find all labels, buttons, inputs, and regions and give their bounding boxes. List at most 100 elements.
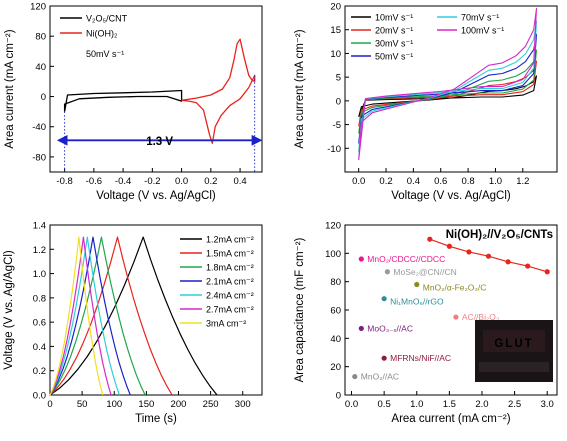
data-point	[485, 253, 492, 259]
series-line-0	[49, 236, 218, 396]
y-tick-label: 10	[330, 49, 341, 60]
y-tick-label: 5	[336, 73, 341, 84]
x-tick-label: 0	[47, 399, 52, 410]
data-point	[505, 259, 511, 265]
y-tick-label: -10	[327, 144, 341, 155]
inset-text: GLUT	[494, 338, 533, 350]
series-line-1	[181, 38, 256, 144]
series-line-0	[63, 89, 183, 112]
y-tick-label: -40	[32, 122, 46, 133]
y-axis-label: Voltage (V vs. Ag/AgCl)	[3, 250, 15, 370]
comparison-point-4	[453, 314, 459, 320]
x-tick-label: 0.5	[378, 399, 391, 410]
data-point	[525, 263, 531, 269]
plot-frame	[49, 224, 263, 396]
comparison-label-6: MFRNs/NiF//AC	[390, 353, 451, 363]
series-line-2	[49, 236, 146, 396]
data-point	[466, 249, 472, 255]
legend-label-4: 70mV s⁻¹	[461, 13, 499, 23]
legend-label-4: 2.4mA cm⁻²	[206, 291, 254, 301]
legend-label-0: 1.2mA cm⁻²	[206, 235, 254, 245]
y-tick-label: -5	[333, 120, 341, 131]
x-axis-label: Voltage (V vs. Ag/AgCl)	[96, 190, 216, 202]
window-label: 1.3 V	[146, 136, 173, 148]
x-tick-label: 0.0	[175, 176, 188, 187]
y-tick-label: 0.8	[33, 293, 46, 304]
legend-label-3: 2.1mA cm⁻²	[206, 277, 254, 287]
x-tick-label: 250	[203, 399, 219, 410]
y-tick-label: 0.2	[33, 366, 46, 377]
series-line-1	[49, 236, 173, 396]
y-tick-label: 0	[336, 391, 341, 402]
x-tick-label: 2.5	[508, 399, 521, 410]
y-tick-label: 20	[330, 362, 341, 373]
plot-frame	[49, 5, 263, 173]
series-line-6	[49, 236, 104, 396]
comparison-point-7	[352, 373, 358, 380]
x-tick-label: 1.0	[489, 176, 502, 187]
x-tick-label: 0.4	[407, 176, 420, 187]
y-tick-label: -80	[32, 152, 46, 163]
x-tick-label: 0.8	[461, 176, 474, 187]
y-axis-label: Area current (mA cm⁻²)	[4, 29, 16, 148]
comparison-point-1	[384, 269, 390, 275]
series-line-5	[49, 236, 112, 396]
x-tick-label: -0.2	[144, 176, 160, 187]
data-point	[544, 269, 550, 275]
y-tick-label: 120	[30, 2, 46, 13]
x-tick-label: 1.2	[516, 176, 529, 187]
x-tick-label: 100	[106, 399, 122, 410]
y-tick-label: 40	[330, 334, 341, 345]
comparison-label-4: AC//Bi₂O₃	[462, 312, 499, 322]
comparison-point-2	[414, 281, 420, 288]
data-point	[446, 243, 452, 249]
y-tick-label: 80	[35, 32, 46, 43]
y-axis-label: Area capacitance (mF cm⁻²)	[294, 237, 306, 382]
legend-label-6: 3mA cm⁻²	[206, 319, 246, 329]
legend-label-1: Ni(OH)₂	[86, 29, 118, 39]
y-tick-label: 0.0	[33, 391, 46, 402]
y-tick-label: 0.4	[33, 342, 46, 353]
comparison-label-3: Ni₁MnO₆//rGO	[390, 297, 444, 307]
data-point	[427, 236, 433, 242]
panel-cv-comparison: -0.8 -0.6 -0.4 -0.2 0.0 0.2 0.4 -80 -40 0 40 80 120 V…	[4, 2, 263, 202]
legend-label-5: 100mV s⁻¹	[461, 26, 504, 36]
y-tick-label: 0	[336, 96, 341, 107]
comparison-label-0: MnO₂/CDCC//CDCC	[367, 254, 445, 264]
x-axis-label: Area current (mA cm⁻²)	[391, 413, 510, 425]
comparison-point-0	[358, 256, 364, 262]
y-tick-label: 0	[41, 92, 46, 103]
y-tick-label: 120	[325, 221, 341, 232]
comparison-point-5	[358, 325, 364, 332]
series-line-5	[358, 7, 538, 161]
comparison-point-3	[381, 296, 387, 302]
panel-cv-scan-rates: 0.0 0.2 0.4 0.6 0.8 1.0 1.2 -10 -5 0 5 10 15 20 Voltag…	[294, 2, 558, 202]
panel-gcd-curves: 0 50 100 150 200 250 300 0.0 0.2 0.4 0.6 0.8 1.0 1.2 1…	[3, 221, 263, 425]
y-tick-label: 80	[330, 277, 341, 288]
comparison-label-7: MnO₂//AC	[361, 372, 399, 382]
x-tick-label: 50	[77, 399, 88, 410]
x-tick-label: -0.8	[56, 176, 72, 187]
x-tick-label: 0.4	[233, 176, 246, 187]
x-tick-label: 0.2	[379, 176, 392, 187]
x-tick-label: -0.4	[115, 176, 131, 187]
y-tick-label: 0.6	[33, 318, 46, 329]
y-tick-label: 1.4	[33, 221, 46, 232]
y-tick-label: 1.2	[33, 245, 46, 256]
legend-label-2: 30mV s⁻¹	[375, 39, 413, 49]
legend-label-1: 20mV s⁻¹	[375, 26, 413, 36]
y-tick-label: 20	[330, 2, 341, 13]
legend-label-5: 2.7mA cm⁻²	[206, 305, 254, 315]
y-tick-label: 15	[330, 25, 341, 36]
comparison-label-2: MnO₂/α-Fe₂O₃/C	[423, 283, 487, 293]
panel-area-capacitance: 0.0 0.5 1.0 1.5 2.0 2.5 3.0 0 20 40 60 80 100 120 Area…	[294, 221, 558, 425]
comparison-label-1: MoSe₂@CN//CN	[393, 267, 456, 277]
x-tick-label: 0.6	[434, 176, 447, 187]
x-axis-label: Voltage (V vs. Ag/AgCl)	[391, 190, 511, 202]
x-tick-label: 200	[171, 399, 187, 410]
inset-led-board	[483, 330, 545, 352]
legend-label-2: 1.8mA cm⁻²	[206, 263, 254, 273]
comparison-label-5: MoO₃₋ₓ//AC	[367, 323, 413, 333]
legend-scan-rate: 50mV s⁻¹	[86, 49, 124, 59]
